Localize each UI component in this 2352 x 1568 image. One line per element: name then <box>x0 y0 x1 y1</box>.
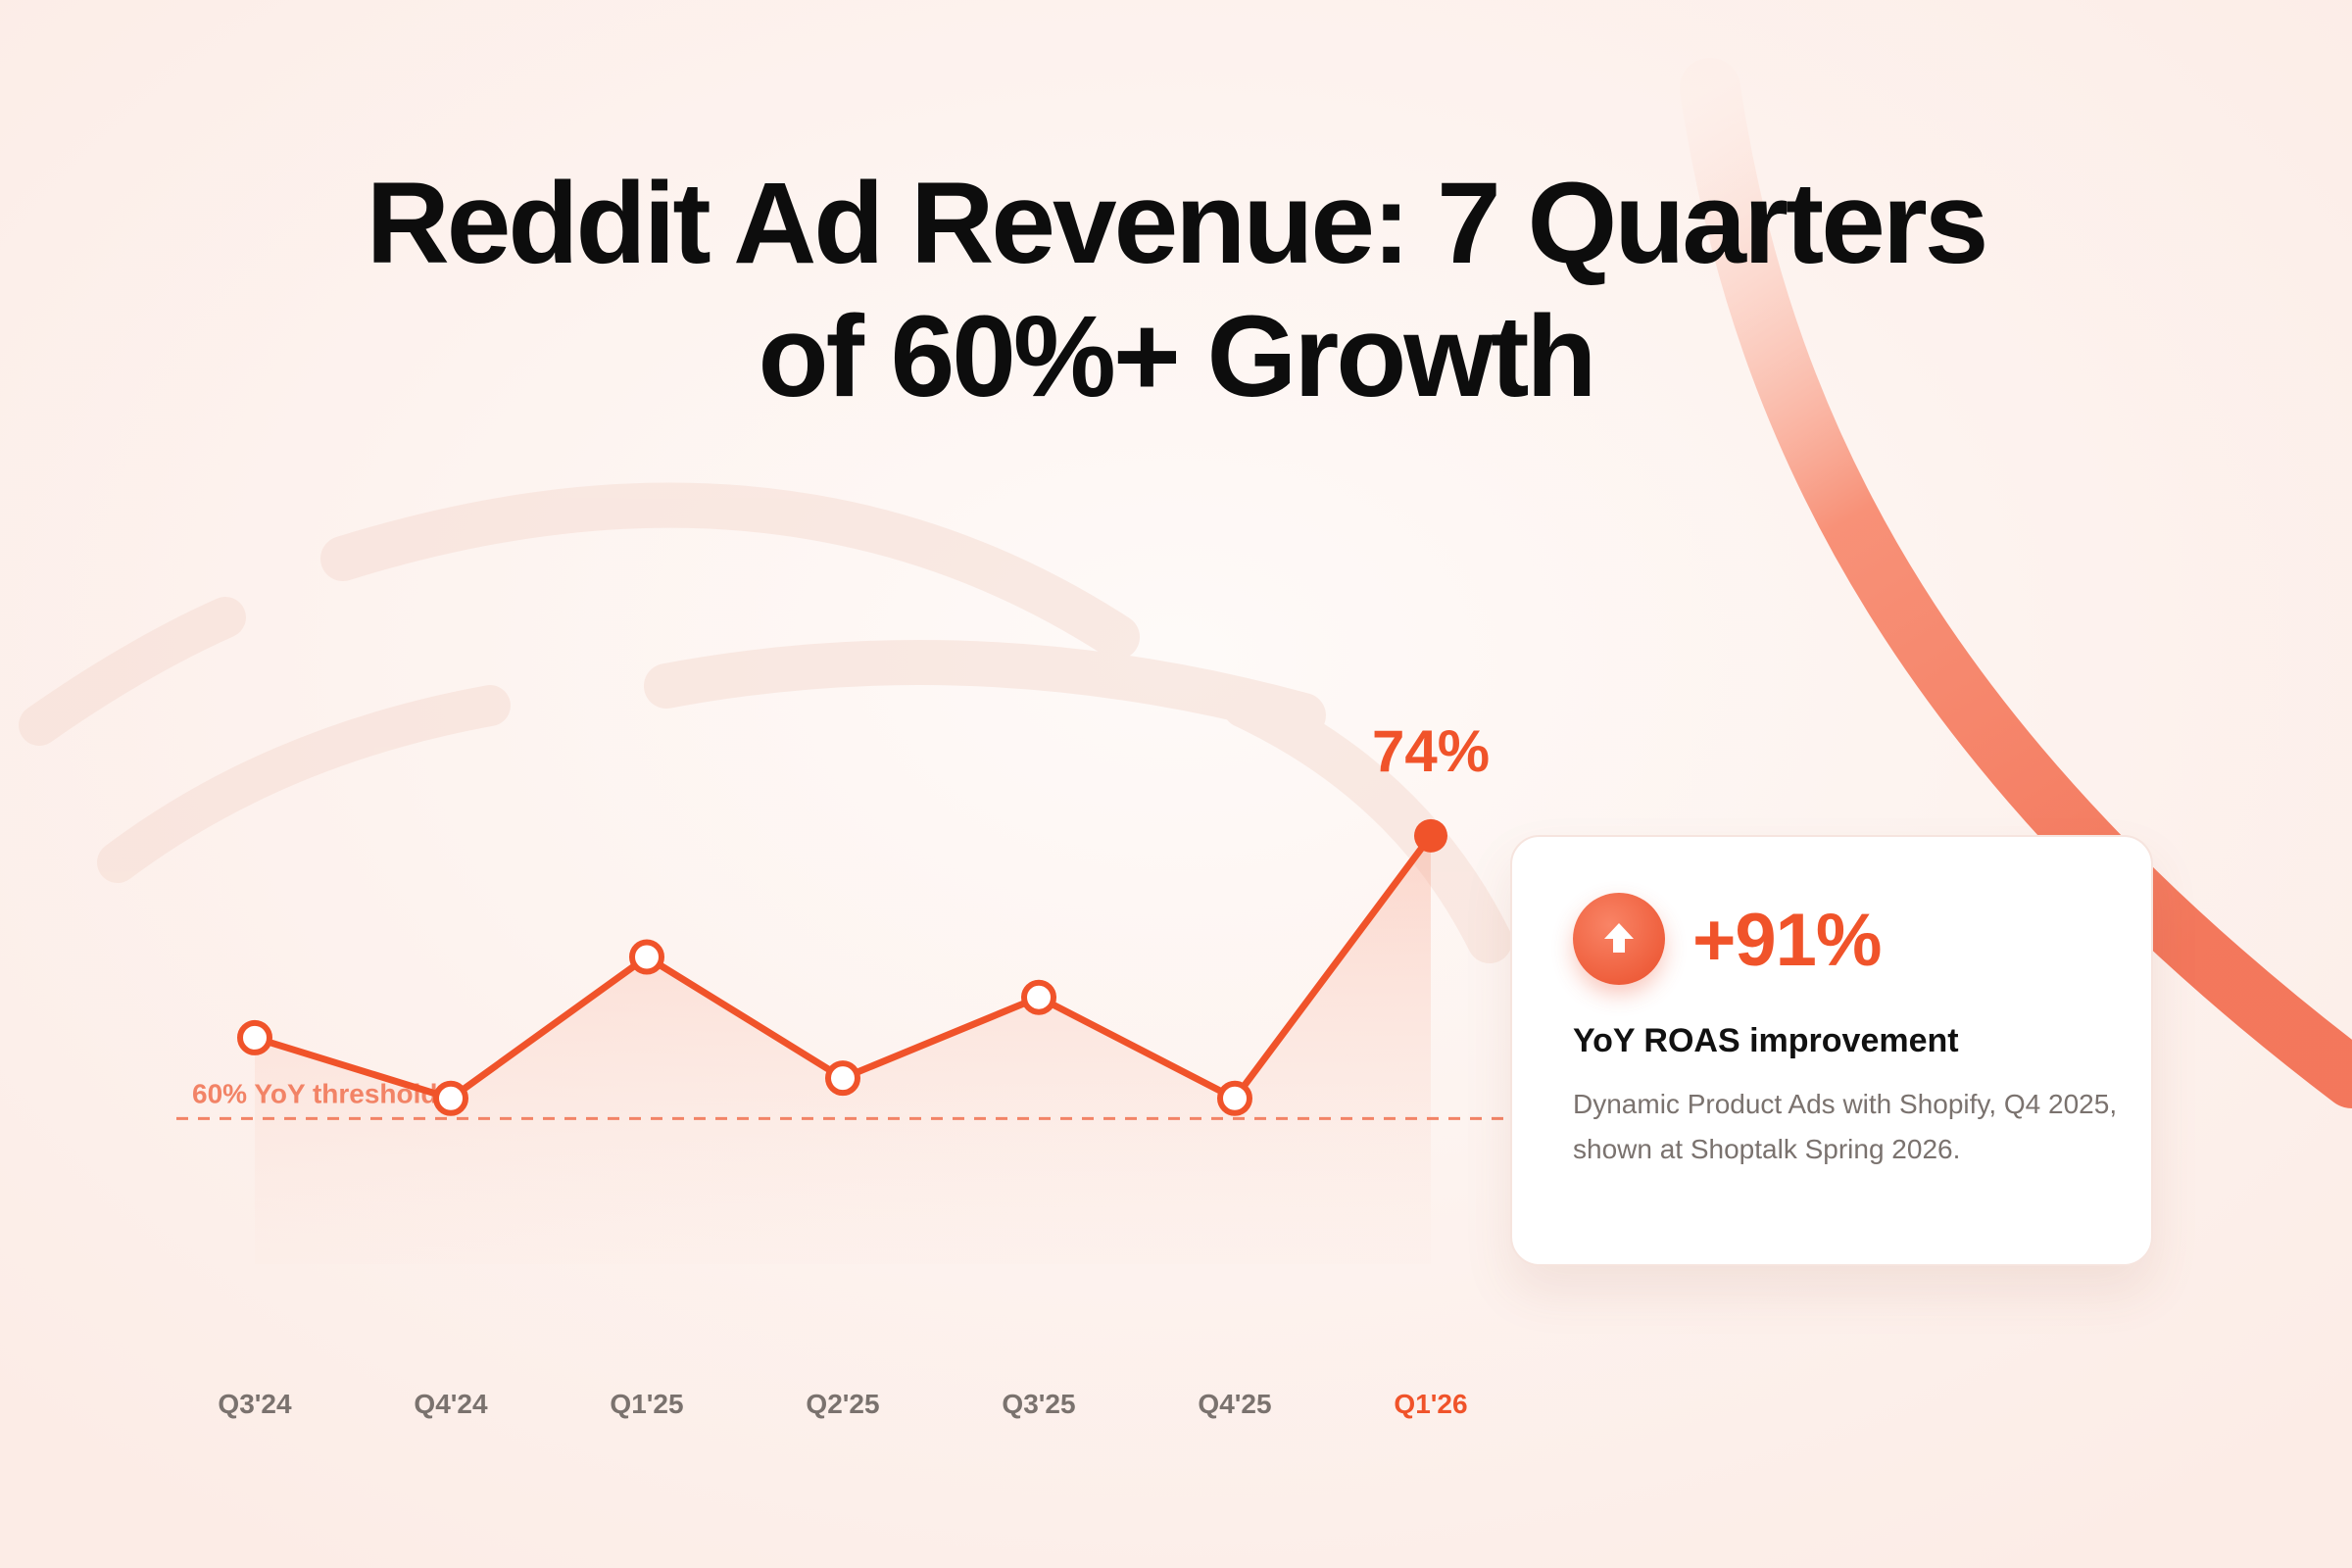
data-point <box>237 1019 272 1055</box>
x-tick-label: Q4'24 <box>414 1389 488 1419</box>
area-fill <box>255 835 1431 1264</box>
data-point <box>1217 1080 1252 1116</box>
x-tick-label: Q3'24 <box>218 1389 292 1419</box>
x-tick-label: Q1'25 <box>610 1389 683 1419</box>
roas-value: +91% <box>1692 899 1882 982</box>
peak-value-label: 74% <box>1372 718 1490 784</box>
x-tick-label: Q1'26 <box>1394 1389 1467 1419</box>
decor-ring <box>1680 58 2352 1108</box>
data-point <box>629 939 664 975</box>
x-tick-label: Q3'25 <box>1002 1389 1075 1419</box>
roas-label: YoY ROAS improvement <box>1573 1022 1959 1059</box>
chart-title: Reddit Ad Revenue: 7 Quarters of 60%+ Gr… <box>0 157 2352 423</box>
data-point-highlight <box>1414 818 1447 853</box>
data-point <box>1021 979 1056 1015</box>
data-point <box>433 1080 468 1116</box>
chart-title-line-1: Reddit Ad Revenue: 7 Quarters <box>366 159 1989 288</box>
arrow-up-icon <box>1573 893 1665 985</box>
roas-description: Dynamic Product Ads with Shopify, Q4 202… <box>1573 1089 2118 1164</box>
data-point <box>825 1060 860 1097</box>
series-line <box>251 832 1435 1102</box>
chart-title-line-2: of 60%+ Growth <box>758 292 1597 421</box>
x-tick-label: Q2'25 <box>806 1389 879 1419</box>
roas-callout-card: +91% YoY ROAS improvement Dynamic Produc… <box>1510 835 2153 1266</box>
x-tick-label: Q4'25 <box>1198 1389 1271 1419</box>
